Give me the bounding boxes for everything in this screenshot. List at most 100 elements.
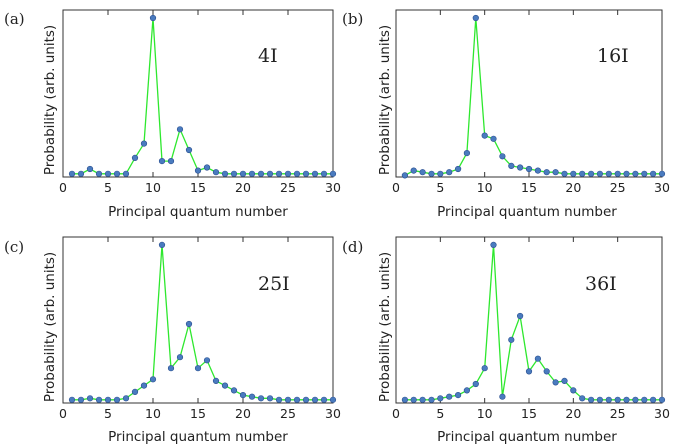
- x-tick-label: 30: [325, 406, 341, 421]
- data-point: [104, 170, 112, 177]
- data-point: [176, 354, 184, 361]
- data-point: [167, 158, 175, 165]
- data-point: [419, 169, 426, 176]
- data-point: [472, 380, 479, 388]
- data-point: [428, 170, 435, 177]
- panel-annotation: 36I: [585, 273, 617, 295]
- data-point: [203, 164, 211, 171]
- plot-frame: [62, 9, 334, 178]
- data-point: [499, 393, 506, 400]
- data-point: [176, 126, 184, 133]
- x-axis-label: Principal quantum number: [437, 204, 617, 220]
- data-point: [570, 170, 577, 177]
- data-point: [481, 365, 488, 372]
- series-line: [72, 244, 333, 401]
- data-point: [490, 135, 497, 142]
- data-point: [446, 169, 453, 176]
- data-point: [77, 170, 85, 177]
- data-point: [293, 170, 301, 177]
- data-point: [632, 170, 639, 177]
- data-point: [140, 140, 148, 147]
- panel-annotation: 25I: [258, 273, 290, 295]
- data-point: [525, 165, 533, 173]
- data-point: [275, 170, 283, 177]
- data-point: [614, 170, 621, 177]
- data-point: [649, 170, 657, 177]
- data-point: [302, 170, 310, 177]
- x-tick-label: 20: [235, 180, 251, 195]
- data-point: [410, 396, 417, 403]
- data-point: [212, 169, 220, 176]
- data-point: [401, 172, 409, 179]
- data-point: [516, 164, 524, 171]
- data-point: [534, 355, 542, 362]
- data-point: [623, 170, 630, 177]
- data-point: [140, 382, 148, 389]
- data-point: [185, 320, 193, 328]
- data-point: [623, 396, 630, 403]
- x-tick-label: 10: [145, 180, 161, 195]
- data-point: [158, 241, 166, 248]
- data-point: [481, 132, 488, 139]
- data-point: [257, 170, 265, 177]
- x-tick-label: 15: [521, 180, 537, 195]
- data-point: [579, 395, 586, 402]
- data-point: [455, 392, 462, 399]
- data-point: [86, 395, 94, 402]
- panel-label: (c): [4, 238, 24, 256]
- data-point: [230, 387, 238, 394]
- data-point: [596, 170, 604, 177]
- x-tick-label: 20: [565, 180, 581, 195]
- data-point: [508, 162, 515, 169]
- data-point: [284, 396, 292, 403]
- data-point: [113, 170, 121, 177]
- y-axis-label: Probability (arb. units): [42, 25, 58, 175]
- plot-frame: [395, 9, 663, 178]
- x-axis-label: Principal quantum number: [108, 429, 288, 445]
- data-point: [248, 170, 256, 177]
- x-tick-label: 25: [280, 180, 296, 195]
- data-point: [463, 150, 471, 157]
- x-ticks: 0 5 10 15 20 25 30: [392, 237, 670, 421]
- panel-c: (c) 25I Principal quantum number Probabi…: [4, 236, 341, 445]
- panel-a: (a) 4I Principal quantum number Probabil…: [4, 9, 341, 220]
- data-point: [131, 388, 139, 396]
- data-point: [194, 167, 202, 174]
- series: [401, 241, 666, 403]
- y-axis-label: Probability (arb. units): [377, 252, 393, 402]
- x-tick-label: 20: [565, 406, 581, 421]
- data-point: [561, 377, 568, 385]
- data-point: [167, 365, 175, 372]
- data-point: [293, 396, 301, 403]
- panel-label: (d): [342, 238, 363, 256]
- data-point: [221, 170, 229, 177]
- data-point: [410, 167, 417, 174]
- x-tick-label: 10: [477, 406, 493, 421]
- x-tick-label: 5: [436, 180, 444, 195]
- x-tick-label: 25: [280, 406, 296, 421]
- data-point: [596, 396, 604, 403]
- data-point: [587, 396, 595, 403]
- data-point: [149, 376, 157, 383]
- data-point: [320, 396, 328, 403]
- data-point: [508, 336, 515, 343]
- x-tick-label: 30: [654, 406, 670, 421]
- plot-frame: [395, 236, 663, 404]
- x-axis-label: Principal quantum number: [108, 204, 288, 220]
- data-point: [113, 396, 121, 403]
- data-point: [561, 170, 568, 177]
- data-point: [605, 396, 612, 403]
- x-tick-label: 20: [235, 406, 251, 421]
- x-tick-label: 0: [59, 180, 67, 195]
- x-tick-label: 5: [436, 406, 444, 421]
- x-tick-label: 25: [610, 180, 626, 195]
- data-point: [257, 395, 265, 402]
- data-point: [230, 170, 238, 177]
- data-point: [212, 377, 220, 385]
- data-point: [516, 312, 524, 320]
- data-point: [203, 357, 211, 364]
- data-point: [122, 395, 130, 402]
- data-point: [552, 379, 559, 386]
- panel-annotation: 16I: [597, 45, 629, 67]
